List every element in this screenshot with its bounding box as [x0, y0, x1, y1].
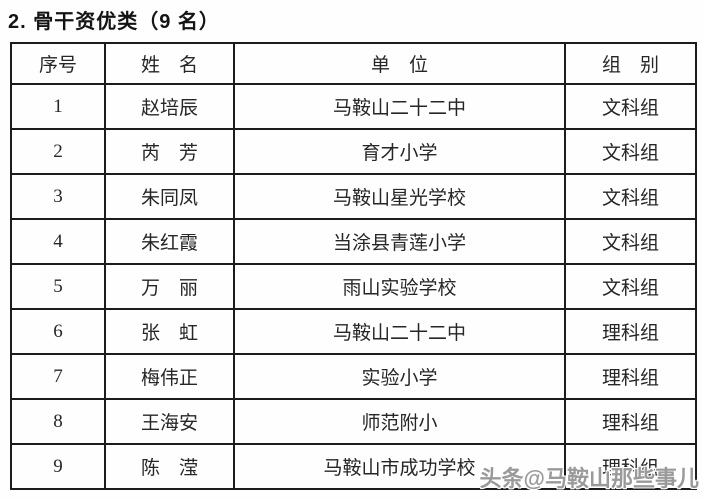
- cell-index: 7: [10, 353, 106, 400]
- cell-index: 1: [10, 83, 106, 130]
- cell-group: 文科组: [564, 83, 697, 130]
- table-row: 6 张 虹 马鞍山二十二中 理科组: [10, 308, 697, 355]
- table-row: 9 陈 滢 马鞍山市成功学校 理科组: [10, 443, 697, 490]
- cell-index: 9: [10, 443, 106, 490]
- cell-index: 3: [10, 173, 106, 220]
- cell-index: 8: [10, 398, 106, 445]
- col-header-unit: 单 位: [233, 42, 566, 85]
- cell-unit: 师范附小: [233, 398, 566, 445]
- cell-group: 文科组: [564, 218, 697, 265]
- cell-index: 2: [10, 128, 106, 175]
- cell-index: 5: [10, 263, 106, 310]
- cell-name: 朱同凤: [104, 173, 235, 220]
- cell-unit: 育才小学: [233, 128, 566, 175]
- section-title: 2. 骨干资优类（9 名）: [8, 11, 220, 33]
- cell-name: 王海安: [104, 398, 235, 445]
- cell-group: 理科组: [564, 443, 697, 490]
- table-row: 5 万 丽 雨山实验学校 文科组: [10, 263, 697, 310]
- cell-index: 6: [10, 308, 106, 355]
- cell-unit: 当涂县青莲小学: [233, 218, 566, 265]
- cell-group: 文科组: [564, 128, 697, 175]
- cell-unit: 马鞍山二十二中: [233, 308, 566, 355]
- cell-group: 理科组: [564, 398, 697, 445]
- table-row: 4 朱红霞 当涂县青莲小学 文科组: [10, 218, 697, 265]
- table-row: 2 芮 芳 育才小学 文科组: [10, 128, 697, 175]
- cell-name: 梅伟正: [104, 353, 235, 400]
- cell-group: 文科组: [564, 263, 697, 310]
- cell-group: 理科组: [564, 308, 697, 355]
- cell-unit: 实验小学: [233, 353, 566, 400]
- cell-unit: 马鞍山市成功学校: [233, 443, 566, 490]
- cell-group: 理科组: [564, 353, 697, 400]
- cell-name: 朱红霞: [104, 218, 235, 265]
- award-roster-table: 序号 姓 名 单 位 组 别 1 赵培辰 马鞍山二十二中 文科组 2 芮 芳 育…: [10, 42, 697, 490]
- col-header-group: 组 别: [564, 42, 697, 85]
- table-row: 3 朱同凤 马鞍山星光学校 文科组: [10, 173, 697, 220]
- cell-unit: 马鞍山二十二中: [233, 83, 566, 130]
- cell-group: 文科组: [564, 173, 697, 220]
- table-row: 7 梅伟正 实验小学 理科组: [10, 353, 697, 400]
- table-header-row: 序号 姓 名 单 位 组 别: [10, 42, 697, 85]
- col-header-name: 姓 名: [104, 42, 235, 85]
- table-row: 1 赵培辰 马鞍山二十二中 文科组: [10, 83, 697, 130]
- cell-name: 赵培辰: [104, 83, 235, 130]
- cell-name: 芮 芳: [104, 128, 235, 175]
- cell-index: 4: [10, 218, 106, 265]
- col-header-index: 序号: [10, 42, 106, 85]
- table-row: 8 王海安 师范附小 理科组: [10, 398, 697, 445]
- cell-name: 张 虹: [104, 308, 235, 355]
- cell-name: 陈 滢: [104, 443, 235, 490]
- cell-unit: 雨山实验学校: [233, 263, 566, 310]
- cell-unit: 马鞍山星光学校: [233, 173, 566, 220]
- cell-name: 万 丽: [104, 263, 235, 310]
